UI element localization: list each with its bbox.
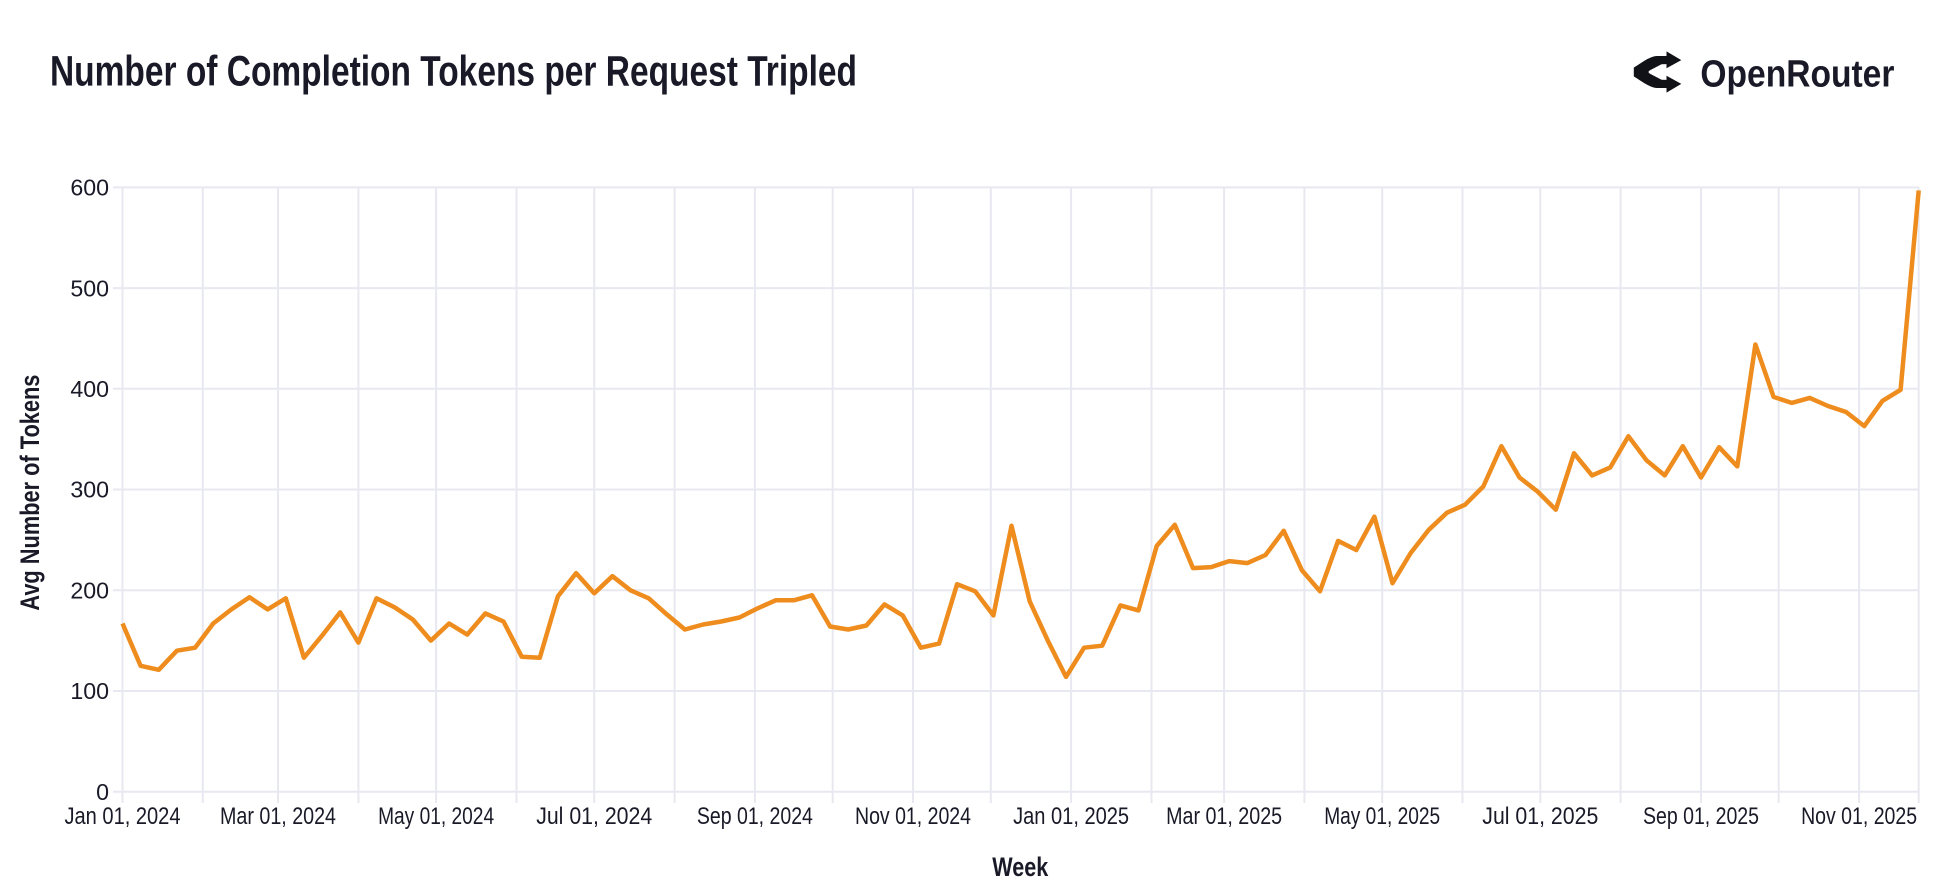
svg-text:Week: Week — [992, 852, 1048, 882]
svg-text:Mar 01, 2025: Mar 01, 2025 — [1166, 803, 1282, 830]
svg-text:Nov 01, 2024: Nov 01, 2024 — [855, 803, 971, 830]
svg-text:500: 500 — [70, 275, 109, 301]
svg-text:Sep 01, 2024: Sep 01, 2024 — [697, 803, 813, 830]
svg-text:Jan 01, 2024: Jan 01, 2024 — [65, 803, 181, 830]
svg-text:0: 0 — [96, 779, 109, 805]
svg-text:Nov 01, 2025: Nov 01, 2025 — [1801, 803, 1917, 830]
svg-text:Jan 01, 2025: Jan 01, 2025 — [1013, 803, 1129, 830]
svg-text:600: 600 — [70, 175, 109, 201]
svg-text:Jul 01, 2025: Jul 01, 2025 — [1482, 803, 1598, 830]
svg-text:Sep 01, 2025: Sep 01, 2025 — [1643, 803, 1759, 830]
svg-text:400: 400 — [70, 376, 109, 402]
svg-text:200: 200 — [70, 578, 109, 604]
svg-text:300: 300 — [70, 477, 109, 503]
svg-text:Mar 01, 2024: Mar 01, 2024 — [220, 803, 336, 830]
svg-text:Avg Number of Tokens: Avg Number of Tokens — [15, 375, 45, 611]
svg-text:May 01, 2025: May 01, 2025 — [1324, 803, 1440, 830]
svg-text:May 01, 2024: May 01, 2024 — [378, 803, 494, 830]
svg-text:OpenRouter: OpenRouter — [1700, 53, 1894, 95]
svg-text:100: 100 — [70, 678, 109, 704]
svg-text:Number of Completion Tokens pe: Number of Completion Tokens per Request … — [50, 48, 857, 96]
svg-text:Jul 01, 2024: Jul 01, 2024 — [536, 803, 652, 830]
